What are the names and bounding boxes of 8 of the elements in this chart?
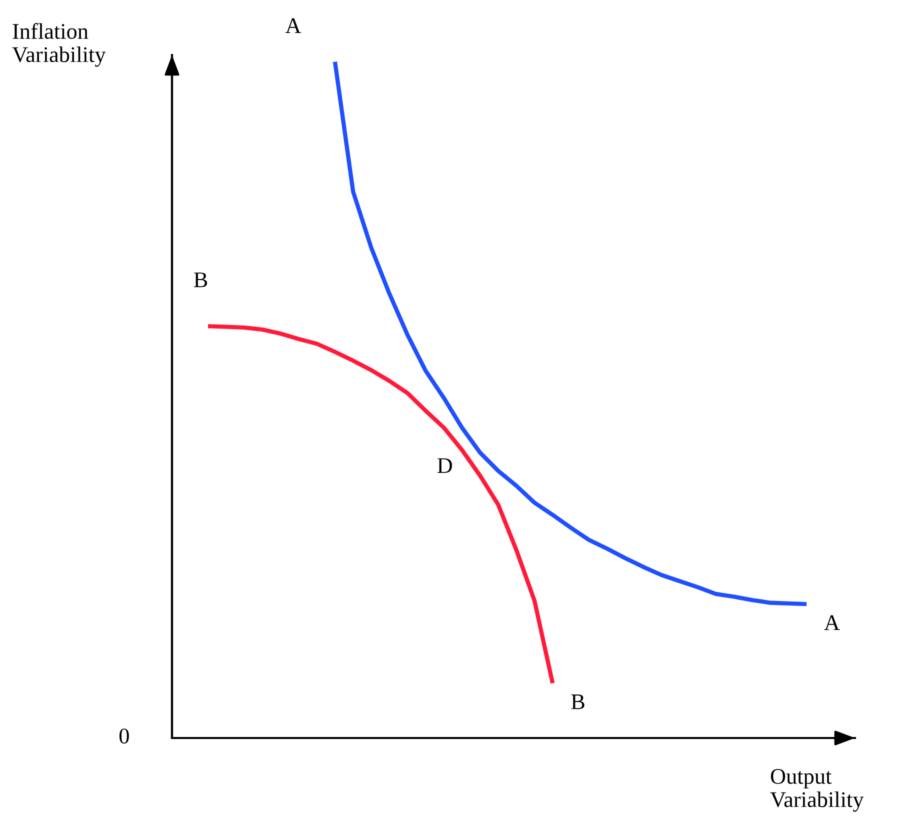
series-label: A (824, 615, 840, 630)
x-axis-title: Output Variability (770, 768, 864, 812)
series-label: B (571, 694, 584, 710)
text: A (285, 18, 302, 33)
text: 0 (119, 728, 129, 744)
y-axis-title: Inflation Variability (12, 23, 106, 67)
text: B (194, 272, 208, 288)
annotation: D (437, 458, 452, 473)
